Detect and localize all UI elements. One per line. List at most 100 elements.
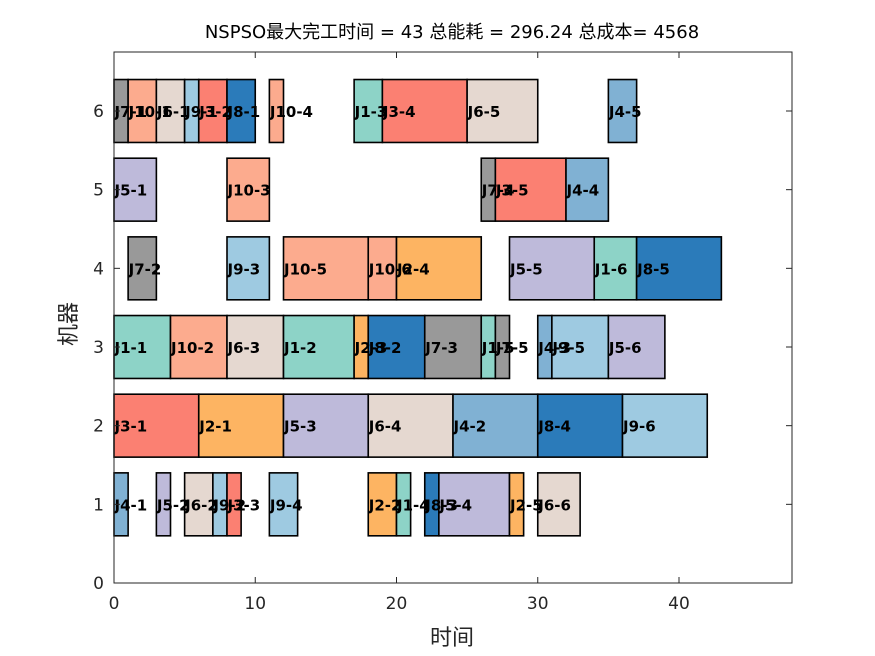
axes: 0 10 20 30 40 0 1 2 3 4 5 6 (93, 51, 793, 614)
task-label-j4-3: J4-3 (537, 339, 571, 357)
task-label-j2-1: J2-1 (198, 418, 232, 436)
task-label-j10-3: J10-3 (227, 182, 271, 200)
task-label-j3-4: J3-4 (382, 103, 416, 121)
task-label-j9-5: J9-5 (551, 339, 585, 357)
task-bar-j9-6 (621, 393, 709, 458)
task-bar-j8-5 (635, 236, 723, 301)
task-label-j2-4: J2-4 (396, 260, 430, 278)
task-bar-j10-4 (268, 78, 285, 144)
task-label-j9-1: J9-1 (184, 103, 218, 121)
task-bar-j10-5 (282, 236, 370, 301)
task-bar-j3-3 (226, 472, 242, 537)
task-bar-j2-1 (197, 393, 285, 458)
task-bar-j8-1 (226, 78, 257, 144)
task-bar-j4-4 (565, 157, 610, 222)
y-tick-label: 4 (93, 259, 104, 279)
task-label-j3-3: J3-3 (227, 496, 261, 514)
task-bar-j8-4 (536, 393, 624, 458)
task-bar-j6-3 (226, 314, 285, 380)
task-label-j6-1: J6-1 (156, 103, 190, 121)
task-label-j1-4: J1-4 (396, 496, 430, 514)
task-bar-j5-2 (155, 472, 172, 537)
task-bar-j2-4 (395, 236, 483, 301)
task-label-j7-3: J7-3 (424, 339, 458, 357)
task-label-j4-2: J4-2 (453, 418, 487, 436)
task-label-j5-6: J5-6 (608, 339, 642, 357)
task-label-j10-1: J10-1 (128, 103, 172, 121)
task-label-j9-6: J9-6 (622, 418, 656, 436)
task-label-j3-5: J3-5 (495, 182, 529, 200)
task-bar-j1-6 (593, 236, 638, 301)
task-bar-j2-2 (367, 472, 398, 537)
chart-title: NSPSO最大完工时间 = 43 总能耗 = 296.24 总成本= 4568 (205, 22, 699, 43)
task-label-j7-2: J7-2 (128, 260, 162, 278)
x-tick-label: 20 (386, 594, 408, 614)
axes-box (113, 51, 793, 584)
task-label-j2-2: J2-2 (368, 496, 402, 514)
x-tick-label: 0 (109, 594, 120, 614)
task-label-j8-2: J8-2 (368, 339, 402, 357)
task-label-j1-1: J1-1 (114, 339, 148, 357)
task-bar-j1-2 (282, 314, 355, 380)
task-label-j6-4: J6-4 (368, 418, 402, 436)
task-label-j3-2: J3-2 (198, 103, 232, 121)
task-label-j7-5: J7-5 (495, 339, 529, 357)
task-label-j7-4: J7-4 (481, 182, 515, 200)
task-label-j5-5: J5-5 (509, 260, 543, 278)
task-bar-j7-2 (127, 236, 158, 301)
task-label-j8-5: J8-5 (636, 260, 670, 278)
task-bar-j5-3 (282, 393, 370, 458)
task-label-j8-4: J8-4 (537, 418, 571, 436)
task-bar-j6-2 (183, 472, 214, 537)
task-bar-j7-3 (423, 314, 483, 380)
task-label-j5-4: J5-4 (438, 496, 472, 514)
task-bar-j3-1 (113, 393, 200, 458)
y-tick-label: 5 (93, 181, 104, 201)
task-label-j10-6: J10-6 (368, 260, 412, 278)
task-label-j2-5: J2-5 (509, 496, 543, 514)
task-label-j4-1: J4-1 (114, 496, 148, 514)
task-bar-j1-1 (113, 314, 172, 380)
task-label-j8-3: J8-3 (424, 496, 458, 514)
y-tick-label: 6 (93, 102, 104, 122)
task-label-j5-1: J5-1 (114, 182, 148, 200)
task-bar-j9-4 (268, 472, 299, 537)
task-label-j5-2: J5-2 (156, 496, 190, 514)
task-label-j1-6: J1-6 (594, 260, 628, 278)
task-label-j5-3: J5-3 (283, 418, 317, 436)
y-tick-label: 2 (93, 417, 104, 437)
task-label-j7-1: J7-1 (114, 103, 148, 121)
x-tick-label: 40 (668, 594, 690, 614)
task-label-j9-4: J9-4 (269, 496, 303, 514)
task-bar-j4-5 (607, 78, 638, 144)
task-label-j10-5: J10-5 (283, 260, 327, 278)
task-label-j10-4: J10-4 (269, 103, 313, 121)
task-label-j8-1: J8-1 (227, 103, 261, 121)
task-bar-j9-3 (226, 236, 271, 301)
y-tick-label: 0 (93, 574, 104, 594)
task-label-j1-3: J1-3 (354, 103, 388, 121)
task-bar-j9-5 (551, 314, 610, 380)
task-bar-j2-5 (508, 472, 525, 537)
x-tick-label: 10 (244, 594, 266, 614)
task-label-j6-2: J6-2 (184, 496, 218, 514)
task-label-j6-6: J6-6 (537, 496, 571, 514)
task-bar-j5-5 (508, 236, 596, 301)
task-bar-j6-4 (367, 393, 454, 458)
task-label-j2-3: J2-3 (354, 339, 388, 357)
x-axis-label: 时间 (430, 626, 474, 651)
task-bar-j6-6 (536, 472, 581, 537)
task-bar-j3-5 (494, 157, 567, 222)
task-label-j9-2: J9-2 (212, 496, 246, 514)
task-label-j1-5: J1-5 (481, 339, 515, 357)
x-tick-label: 30 (527, 594, 549, 614)
task-bar-j10-1 (127, 78, 158, 144)
y-tick-label: 3 (93, 338, 104, 358)
task-label-j3-1: J3-1 (114, 418, 148, 436)
task-bar-j7-5 (494, 314, 511, 380)
task-bar-j5-6 (607, 314, 666, 380)
y-tick-label: 1 (93, 495, 104, 515)
task-bar-j3-2 (197, 78, 228, 144)
task-bar-j8-2 (367, 314, 426, 380)
